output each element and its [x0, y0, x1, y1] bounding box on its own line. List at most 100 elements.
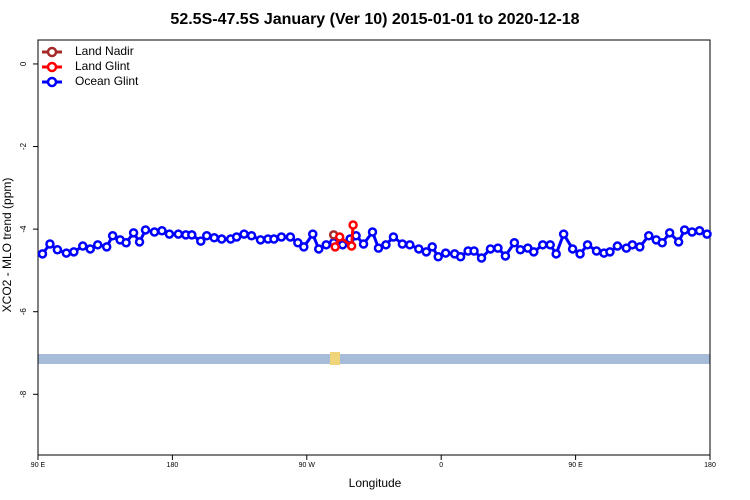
point: [485, 244, 496, 254]
land-band: [38, 354, 710, 364]
y-axis-label: XCO2 - MLO trend (ppm): [0, 178, 14, 313]
point: [515, 245, 526, 255]
point: [293, 238, 303, 248]
point: [173, 229, 184, 239]
x-tick-label: 0: [439, 462, 443, 469]
point: [558, 229, 569, 239]
point: [157, 226, 167, 236]
point: [209, 233, 219, 243]
point: [433, 252, 443, 262]
point: [128, 228, 139, 238]
series-line: [333, 224, 355, 249]
legend-marker: [46, 61, 58, 73]
point: [373, 243, 384, 253]
point: [493, 243, 503, 253]
point: [381, 240, 391, 250]
point: [440, 248, 451, 258]
legend-label: Land Nadir: [75, 44, 134, 58]
point: [216, 234, 227, 244]
point: [509, 238, 520, 248]
point: [134, 237, 145, 247]
point: [476, 253, 487, 263]
point: [187, 230, 197, 240]
point: [37, 249, 48, 259]
point: [635, 242, 645, 252]
point: [92, 240, 103, 250]
point: [196, 236, 206, 246]
point: [644, 230, 654, 241]
point: [397, 239, 408, 249]
plot-frame: [37, 39, 711, 456]
point: [567, 244, 578, 254]
point: [664, 228, 675, 238]
y-tick-label: -4: [19, 225, 28, 233]
point: [321, 240, 331, 250]
point: [405, 240, 415, 250]
point: [285, 232, 296, 242]
legend-marker: [46, 46, 58, 58]
point: [687, 227, 697, 237]
point: [255, 235, 266, 245]
point: [201, 230, 212, 241]
point: [605, 247, 615, 257]
point: [575, 249, 585, 259]
point: [529, 247, 539, 257]
y-tick-label: -2: [19, 142, 28, 150]
point: [388, 232, 399, 242]
point: [582, 240, 593, 250]
point: [358, 239, 369, 249]
point: [346, 241, 357, 251]
point: [545, 240, 555, 250]
x-tick-label: 90 E: [31, 462, 46, 469]
point: [61, 248, 72, 258]
point: [85, 244, 96, 254]
point: [627, 240, 638, 250]
point: [702, 229, 712, 239]
point: [694, 226, 705, 236]
x-tick-label: 90 W: [299, 462, 316, 469]
point: [551, 249, 561, 259]
land-patch: [330, 352, 340, 365]
point: [313, 244, 324, 254]
point: [276, 232, 287, 242]
point: [469, 246, 479, 256]
point: [673, 237, 684, 247]
point: [107, 230, 118, 241]
y-tick-label: 0: [19, 61, 28, 66]
point: [414, 244, 424, 254]
point: [334, 232, 345, 242]
x-tick-label: 180: [167, 462, 179, 469]
point: [164, 229, 175, 239]
point: [45, 239, 55, 249]
point: [348, 220, 358, 230]
point: [427, 242, 437, 252]
point: [69, 247, 79, 257]
x-axis-label: Longitude: [349, 476, 402, 490]
point: [246, 230, 257, 241]
point: [269, 234, 279, 244]
point: [330, 242, 340, 252]
legend-label: Land Glint: [75, 59, 130, 73]
point: [149, 227, 160, 237]
point: [52, 245, 63, 255]
legend-label: Ocean Glint: [75, 74, 139, 88]
point: [367, 227, 378, 237]
point: [679, 225, 690, 235]
point: [537, 240, 548, 250]
point: [591, 246, 602, 256]
point: [612, 241, 623, 251]
x-tick-label: 180: [704, 462, 716, 469]
point: [455, 252, 466, 262]
point: [121, 238, 131, 248]
point: [101, 242, 112, 252]
point: [78, 241, 88, 251]
point: [500, 251, 511, 261]
chart-title: 52.5S-47.5S January (Ver 10) 2015-01-01 …: [170, 11, 579, 28]
point: [140, 225, 151, 235]
x-tick-label: 90 E: [568, 462, 583, 469]
point: [421, 247, 432, 257]
point: [231, 232, 242, 242]
point: [657, 238, 667, 248]
point: [308, 229, 318, 239]
